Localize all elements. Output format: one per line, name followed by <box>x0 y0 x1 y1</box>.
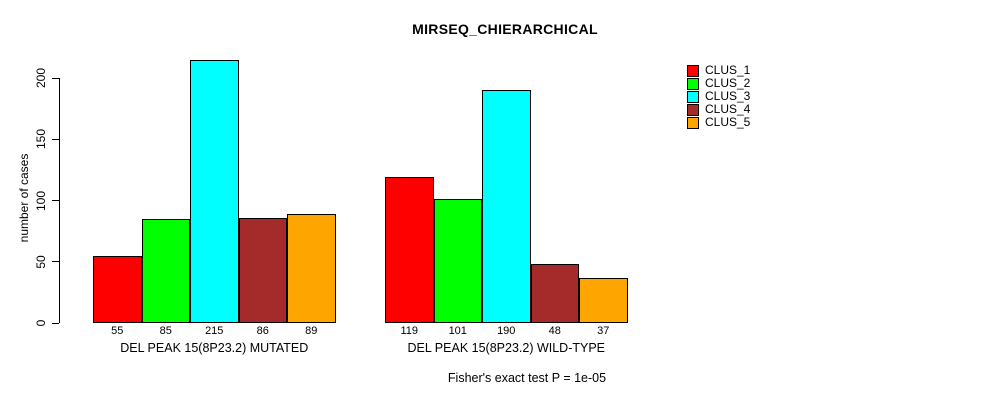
legend-swatch <box>687 64 699 77</box>
bar-value-label: 85 <box>159 325 172 337</box>
legend-swatch <box>687 116 699 129</box>
legend-item: CLUS_1 <box>687 64 750 77</box>
legend-label: CLUS_1 <box>705 63 751 77</box>
y-tick-label: 50 <box>34 255 48 269</box>
y-tick-label: 200 <box>34 67 48 89</box>
bar-value-label: 86 <box>256 325 269 337</box>
legend-swatch <box>687 77 699 90</box>
legend-label: CLUS_5 <box>705 115 751 129</box>
bar-clus_5 <box>579 277 628 323</box>
bar-value-label: 55 <box>111 325 124 337</box>
y-tick-label: 0 <box>34 319 48 327</box>
y-tick-label: 100 <box>34 190 48 211</box>
y-tick-mark <box>52 261 59 263</box>
bar-value-label: 89 <box>305 325 318 337</box>
fisher-test-annotation: Fisher's exact test P = 1e-05 <box>447 371 607 385</box>
y-axis-line <box>59 78 60 323</box>
legend-label: CLUS_4 <box>705 102 751 116</box>
bar-value-label: 37 <box>597 325 610 337</box>
bar-clus_1 <box>385 177 434 323</box>
y-tick-mark <box>52 322 59 324</box>
y-tick-mark <box>52 138 59 140</box>
legend-label: CLUS_3 <box>705 89 751 103</box>
group-label: DEL PEAK 15(8P23.2) WILD-TYPE <box>407 341 606 355</box>
bar-value-label: 215 <box>205 325 224 337</box>
bar-clus_4 <box>238 217 287 323</box>
y-tick-mark <box>52 200 59 201</box>
bar-clus_4 <box>530 264 579 323</box>
bar-value-label: 190 <box>497 325 516 337</box>
bar-clus_3 <box>190 59 239 323</box>
legend-item: CLUS_5 <box>687 116 750 129</box>
legend-item: CLUS_4 <box>687 103 750 116</box>
bar-value-label: 48 <box>548 325 561 337</box>
bar-clus_5 <box>287 213 336 323</box>
y-tick-mark <box>52 77 59 79</box>
y-axis-label: number of cases <box>17 153 31 243</box>
legend-item: CLUS_3 <box>687 90 750 103</box>
bar-value-label: 101 <box>448 325 467 337</box>
legend-swatch <box>687 90 699 103</box>
bar-clus_2 <box>141 218 190 323</box>
legend-item: CLUS_2 <box>687 77 750 90</box>
bar-clus_2 <box>433 199 482 323</box>
bar-clus_3 <box>482 90 531 323</box>
legend-swatch <box>687 103 699 116</box>
bar-clus_1 <box>93 255 142 323</box>
legend: CLUS_1 CLUS_2 CLUS_3 CLUS_4 CLUS_5 <box>687 64 750 129</box>
chart-title: MIRSEQ_CHIERARCHICAL <box>412 21 598 37</box>
y-tick-label: 150 <box>34 129 48 150</box>
group-label: DEL PEAK 15(8P23.2) MUTATED <box>120 341 309 355</box>
legend-label: CLUS_2 <box>705 76 751 90</box>
bar-value-label: 119 <box>400 325 419 337</box>
